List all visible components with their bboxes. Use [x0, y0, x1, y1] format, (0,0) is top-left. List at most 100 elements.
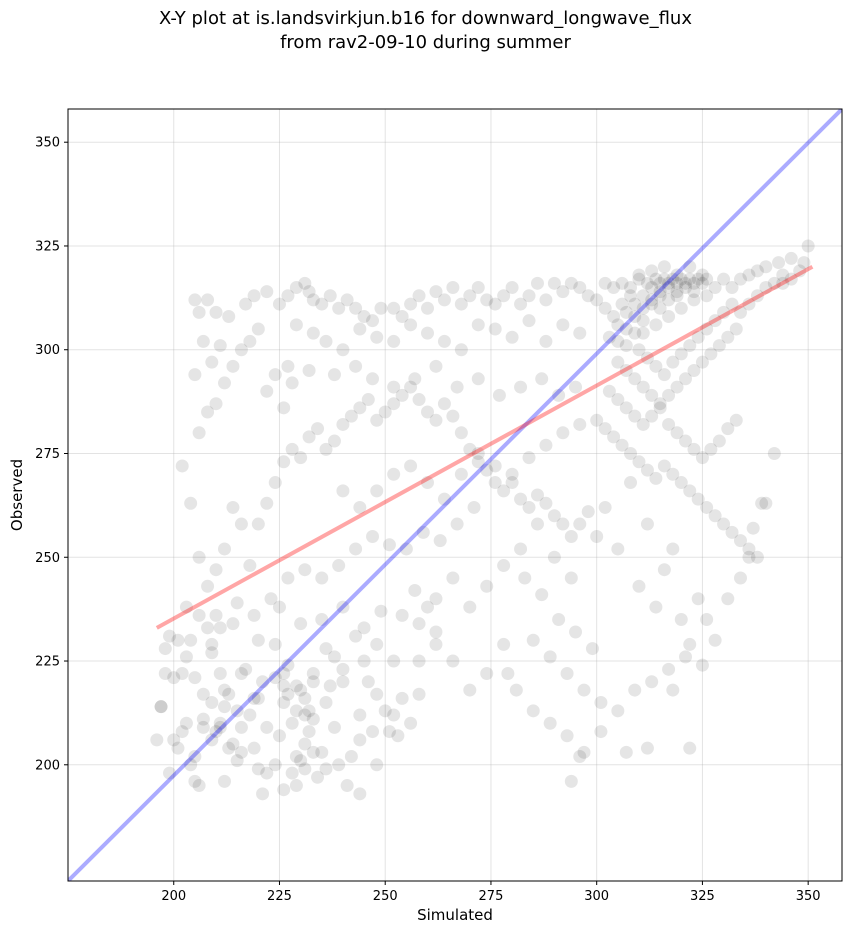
- scatter-point: [272, 600, 286, 614]
- scatter-point: [750, 550, 764, 564]
- scatter-point: [712, 339, 726, 353]
- scatter-point: [370, 758, 384, 772]
- scatter-point: [679, 650, 693, 664]
- scatter-point: [514, 492, 528, 506]
- scatter-point: [607, 430, 621, 444]
- scatter-point: [302, 704, 316, 718]
- scatter-point: [679, 280, 693, 294]
- scatter-point: [615, 276, 629, 290]
- scatter-point: [662, 293, 676, 307]
- scatter-point: [632, 455, 646, 469]
- scatter-point: [294, 451, 308, 465]
- scatter-point: [497, 559, 511, 573]
- scatter-point: [272, 729, 286, 743]
- x-tick-label: 225: [267, 889, 292, 904]
- scatter-point: [721, 422, 735, 436]
- scatter-point: [662, 280, 676, 294]
- scatter-point: [332, 301, 346, 315]
- scatter-point: [277, 401, 291, 415]
- scatter-point: [674, 347, 688, 361]
- scatter-point: [518, 571, 532, 585]
- scatter-point: [556, 426, 570, 440]
- scatter-point: [700, 613, 714, 627]
- scatter-point: [573, 280, 587, 294]
- scatter-point: [158, 642, 172, 656]
- scatter-point: [645, 280, 659, 294]
- scatter-point: [272, 297, 286, 311]
- scatter-point: [653, 301, 667, 315]
- scatter-point: [243, 708, 257, 722]
- scatter-point: [657, 272, 671, 286]
- scatter-point: [636, 326, 650, 340]
- scatter-point: [573, 417, 587, 431]
- scatter-point: [666, 467, 680, 481]
- scatter-point: [433, 534, 447, 548]
- scatter-point: [171, 633, 185, 647]
- scatter-point: [340, 293, 354, 307]
- scatter-point: [353, 787, 367, 801]
- scatter-point: [285, 766, 299, 780]
- scatter-point: [421, 476, 435, 490]
- scatter-point: [611, 334, 625, 348]
- scatter-point: [645, 388, 659, 402]
- scatter-point: [505, 330, 519, 344]
- scatter-point: [353, 322, 367, 336]
- y-tick-label: 325: [35, 239, 60, 254]
- scatter-point: [640, 351, 654, 365]
- scatter-point: [585, 642, 599, 656]
- scatter-point: [154, 700, 168, 714]
- scatter-point: [497, 289, 511, 303]
- scatter-point: [239, 662, 253, 676]
- scatter-point: [628, 372, 642, 386]
- scatter-point: [226, 359, 240, 373]
- scatter-point: [784, 272, 798, 286]
- scatter-point: [624, 289, 638, 303]
- scatter-point: [602, 330, 616, 344]
- scatter-point: [374, 301, 388, 315]
- scatter-point: [662, 417, 676, 431]
- scatter-point: [653, 401, 667, 415]
- scatter-point: [556, 517, 570, 531]
- scatter-point: [201, 621, 215, 635]
- scatter-point: [573, 517, 587, 531]
- scatter-point: [213, 339, 227, 353]
- scatter-point: [217, 700, 231, 714]
- scatter-point: [691, 492, 705, 506]
- scatter-point: [657, 368, 671, 382]
- scatter-point: [366, 314, 380, 328]
- scatter-point: [247, 608, 261, 622]
- scatter-point: [311, 770, 325, 784]
- scatter-point: [708, 280, 722, 294]
- scatter-point: [611, 542, 625, 556]
- scatter-point: [801, 239, 815, 253]
- scatter-point: [645, 264, 659, 278]
- scatter-point: [543, 716, 557, 730]
- scatter-point: [188, 293, 202, 307]
- scatter-point: [260, 384, 274, 398]
- scatter-point: [598, 276, 612, 290]
- scatter-point: [167, 733, 181, 747]
- scatter-point: [480, 666, 494, 680]
- scatter-point: [662, 310, 676, 324]
- scatter-point: [234, 720, 248, 734]
- scatter-point: [674, 301, 688, 315]
- scatter-point: [323, 289, 337, 303]
- scatter-point: [404, 380, 418, 394]
- scatter-point: [666, 542, 680, 556]
- scatter-point: [421, 326, 435, 340]
- scatter-point: [188, 749, 202, 763]
- scatter-point: [251, 517, 265, 531]
- scatter-point: [679, 276, 693, 290]
- scatter-point: [302, 430, 316, 444]
- scatter-point: [234, 666, 248, 680]
- scatter-point: [226, 500, 240, 514]
- scatter-point: [217, 774, 231, 788]
- scatter-point: [387, 334, 401, 348]
- scatter-point: [404, 318, 418, 332]
- scatter-point: [234, 745, 248, 759]
- scatter-point: [526, 633, 540, 647]
- scatter-point: [509, 683, 523, 697]
- scatter-point: [327, 368, 341, 382]
- scatter-point: [594, 696, 608, 710]
